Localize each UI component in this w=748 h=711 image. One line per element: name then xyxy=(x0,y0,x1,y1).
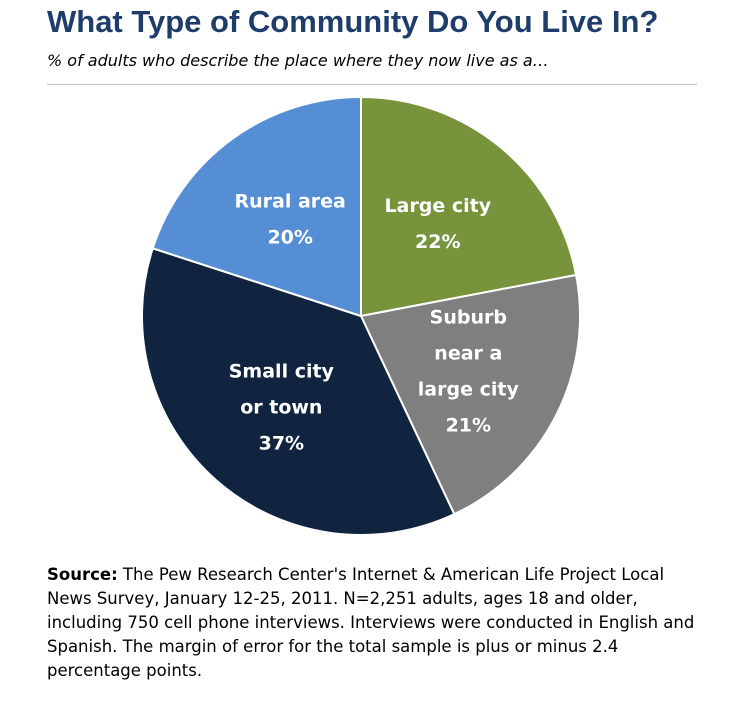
slice-label-suburb-near-a-large-city: Suburb near a large city 21% xyxy=(418,307,520,437)
slice-value-label: 37% xyxy=(259,432,304,454)
title-divider xyxy=(47,84,697,85)
slice-label-small-city-or-town: Small city or town 37% xyxy=(229,360,335,454)
slice-name-label: large city xyxy=(418,379,520,401)
source-label: Source: xyxy=(47,565,118,584)
source-text: The Pew Research Center's Internet & Ame… xyxy=(47,565,695,680)
slice-value-label: 20% xyxy=(267,227,312,249)
slice-value-label: 22% xyxy=(415,231,460,253)
slice-label-large-city: Large city 22% xyxy=(384,195,491,253)
pie-slice-large-city xyxy=(360,95,578,318)
slice-value-label: 21% xyxy=(446,415,491,437)
slice-label-rural-area: Rural area 20% xyxy=(235,191,346,249)
source-note: Source: The Pew Research Center's Intern… xyxy=(47,563,707,683)
chart-subtitle: % of adults who describe the place where… xyxy=(47,51,549,70)
pie-slice-suburb-near-a-large-city xyxy=(359,273,581,516)
slice-name-label: near a xyxy=(434,343,502,365)
pie-slice-rural-area xyxy=(151,95,362,318)
chart-title: What Type of Community Do You Live In? xyxy=(47,4,659,39)
pie-slice-small-city-or-town xyxy=(141,247,456,536)
slice-name-label: Large city xyxy=(384,195,491,217)
slice-name-label: or town xyxy=(240,396,322,418)
pie-chart: Large city 22% Suburb near a large city 21% Sm… xyxy=(141,95,581,536)
slice-name-label: Small city xyxy=(229,360,335,382)
slice-name-label: Rural area xyxy=(235,191,346,213)
slice-name-label: Suburb xyxy=(430,307,507,329)
